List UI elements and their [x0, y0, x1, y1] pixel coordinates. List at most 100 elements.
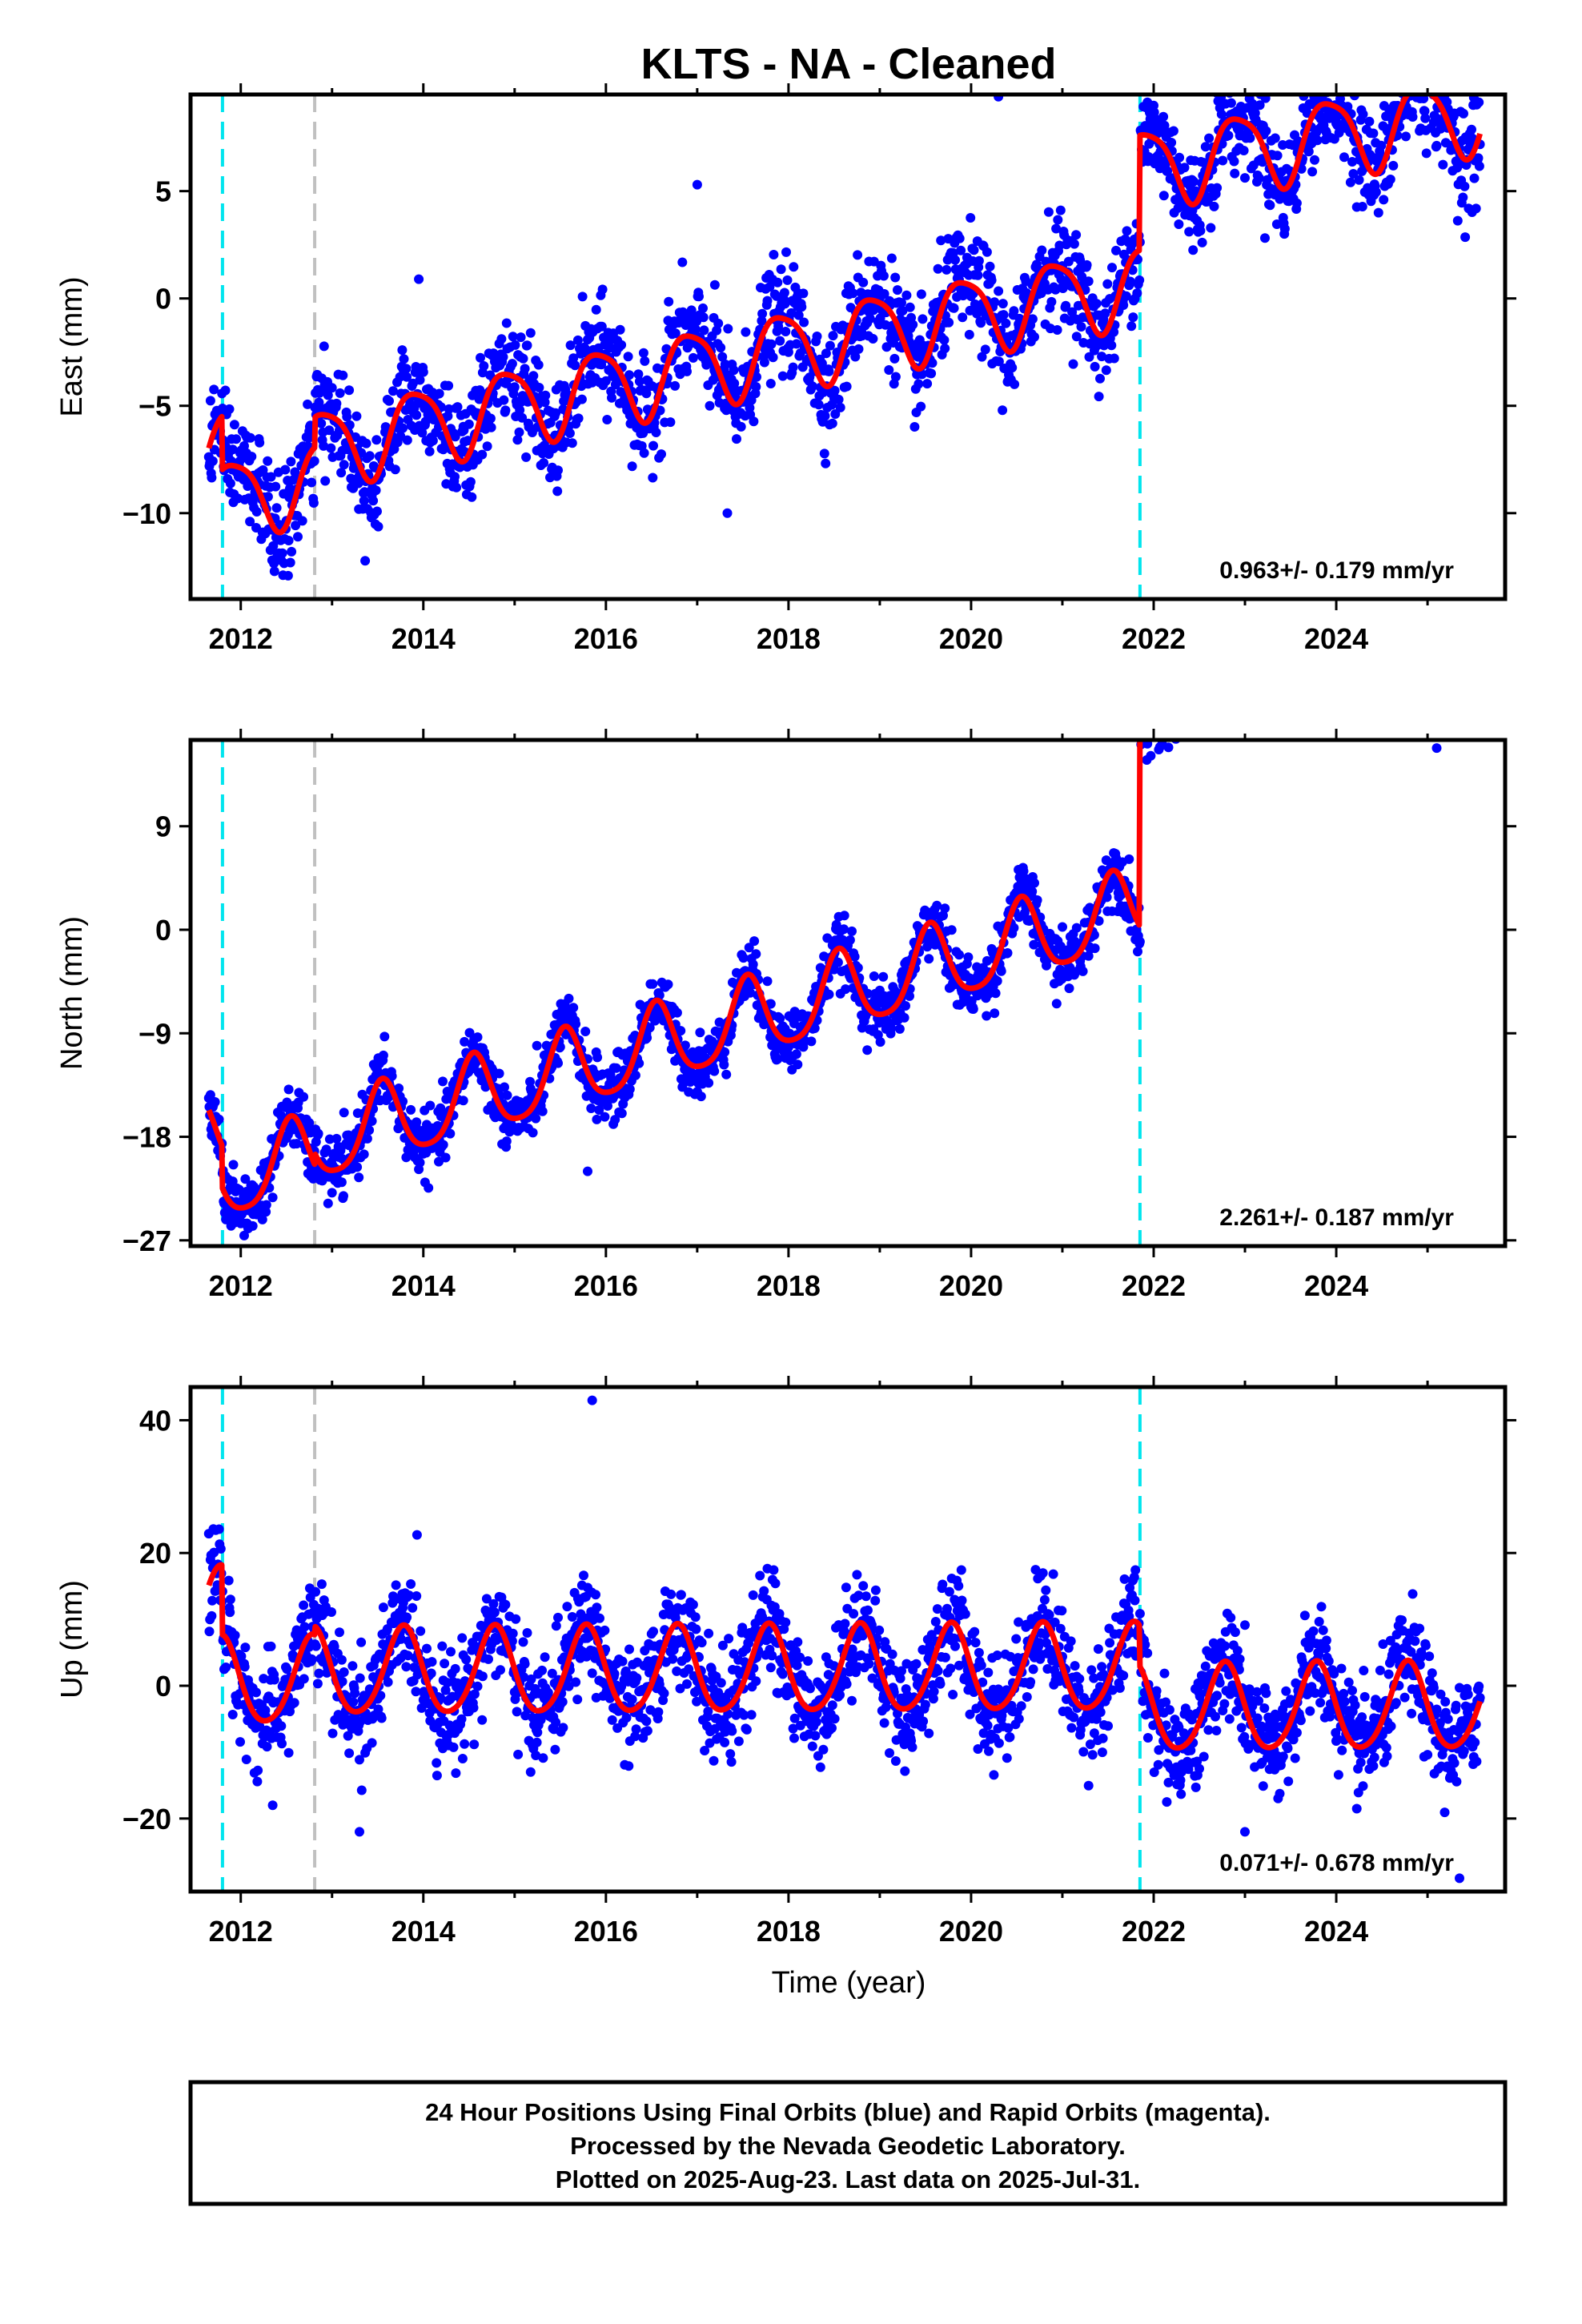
data-point [922, 379, 933, 389]
data-point [261, 1200, 271, 1210]
data-point [1223, 676, 1233, 686]
data-point [426, 1668, 436, 1679]
data-point [1183, 677, 1193, 686]
data-point [283, 536, 294, 545]
data-point [1102, 279, 1113, 289]
data-point [807, 381, 817, 392]
data-point [1458, 192, 1468, 203]
data-point [1455, 623, 1464, 633]
data-point [360, 556, 371, 566]
data-point [1331, 674, 1340, 684]
y-tick-label: −9 [139, 1017, 171, 1050]
data-point [1409, 632, 1419, 641]
data-point [1179, 680, 1189, 690]
data-point [615, 324, 625, 335]
data-point [1435, 651, 1444, 661]
data-point [651, 428, 661, 437]
data-point [432, 1758, 442, 1768]
data-point [1335, 661, 1344, 671]
data-point [916, 289, 926, 300]
data-point [964, 329, 974, 340]
data-point [597, 284, 608, 295]
data-point [990, 297, 1000, 308]
data-point [1472, 540, 1481, 549]
data-point [335, 1627, 344, 1638]
data-point [1211, 655, 1221, 665]
data-point [1146, 714, 1156, 723]
data-point [1046, 296, 1057, 307]
data-point [1445, 637, 1455, 646]
data-point [977, 352, 987, 362]
data-point [1279, 223, 1290, 234]
data-point [994, 286, 1004, 296]
data-point [1143, 151, 1154, 162]
data-point [908, 320, 918, 330]
data-point [648, 440, 658, 451]
data-point [1394, 587, 1403, 597]
data-point [1211, 668, 1220, 677]
data-point [1279, 625, 1288, 634]
data-point [833, 394, 844, 404]
data-point [1143, 714, 1153, 724]
data-point [1125, 276, 1135, 287]
data-point [1216, 109, 1227, 119]
data-point [316, 1579, 327, 1590]
data-point [1121, 291, 1131, 301]
data-point [214, 1114, 224, 1124]
data-point [1215, 653, 1225, 663]
data-point [829, 964, 839, 975]
data-point [1242, 696, 1251, 706]
data-point [1464, 586, 1473, 596]
data-point [682, 366, 692, 376]
data-point [485, 413, 496, 424]
data-point [1200, 142, 1211, 152]
data-point [1369, 609, 1379, 619]
data-point [1422, 653, 1431, 663]
data-point [976, 318, 986, 328]
data-point [416, 1626, 426, 1636]
data-point [1283, 609, 1293, 619]
data-point [512, 435, 523, 445]
data-point [1293, 610, 1303, 620]
data-point [1240, 173, 1250, 183]
data-point [1255, 100, 1265, 111]
data-point [1315, 677, 1325, 686]
data-point [1152, 701, 1162, 710]
data-point [241, 1755, 251, 1764]
north-panel: 2012 2014 2016 2018 2020 2022 2024−27−18−909No… [55, 540, 1516, 1302]
data-point [1301, 611, 1311, 621]
data-point [388, 386, 398, 396]
data-point [1410, 609, 1419, 619]
data-point [339, 1108, 349, 1118]
data-point [1007, 363, 1018, 373]
x-tick-label: 2024 [1304, 622, 1368, 655]
data-point [1337, 48, 1347, 58]
data-point [1438, 643, 1447, 653]
data-point [1288, 625, 1298, 635]
data-point [1142, 740, 1153, 749]
data-point [1209, 648, 1219, 657]
data-point [568, 1003, 579, 1013]
data-point [312, 1679, 323, 1689]
data-point [1358, 109, 1368, 119]
data-point [1299, 610, 1308, 620]
data-point [458, 1096, 468, 1106]
data-point [779, 287, 789, 298]
data-point [1450, 626, 1460, 636]
data-point [1446, 629, 1456, 639]
data-point [897, 306, 908, 316]
data-point [1202, 638, 1211, 648]
data-point [828, 331, 838, 341]
data-point [1018, 866, 1029, 876]
data-point [1168, 126, 1178, 136]
data-point [1226, 82, 1235, 92]
data-point [954, 950, 964, 960]
data-point [1314, 683, 1323, 693]
x-tick-label: 2012 [209, 622, 273, 655]
data-point [1467, 124, 1476, 135]
data-point [1279, 623, 1289, 633]
data-point [1134, 275, 1145, 285]
data-point [1343, 102, 1353, 112]
data-point [1154, 720, 1163, 730]
